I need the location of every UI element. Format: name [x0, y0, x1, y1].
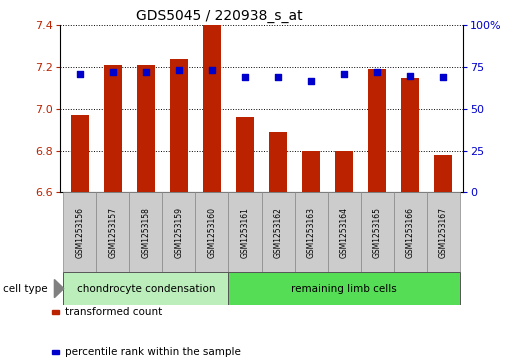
Bar	[368, 69, 386, 192]
Point	[307, 78, 315, 83]
Bar	[360, 192, 393, 272]
Bar	[203, 25, 221, 192]
Text: chondrocyte condensation: chondrocyte condensation	[77, 284, 215, 294]
Bar	[236, 117, 254, 192]
Text: GSM1253158: GSM1253158	[141, 207, 151, 258]
Bar	[63, 272, 229, 305]
Point	[175, 68, 183, 73]
Bar	[294, 192, 327, 272]
Bar	[63, 192, 96, 272]
Bar	[170, 59, 188, 192]
Text: percentile rank within the sample: percentile rank within the sample	[65, 347, 241, 357]
Text: GSM1253163: GSM1253163	[306, 207, 315, 258]
Text: GDS5045 / 220938_s_at: GDS5045 / 220938_s_at	[137, 9, 303, 23]
Text: transformed count: transformed count	[65, 307, 163, 317]
Text: GSM1253160: GSM1253160	[208, 207, 217, 258]
Bar	[229, 272, 460, 305]
Text: cell type: cell type	[3, 284, 47, 294]
Text: GSM1253161: GSM1253161	[241, 207, 249, 258]
Point	[406, 73, 414, 78]
Text: GSM1253167: GSM1253167	[439, 207, 448, 258]
Text: GSM1253166: GSM1253166	[405, 207, 415, 258]
Polygon shape	[54, 280, 64, 298]
Text: GSM1253156: GSM1253156	[75, 207, 84, 258]
Point	[109, 69, 117, 75]
Point	[241, 74, 249, 80]
Bar	[393, 192, 427, 272]
Bar	[427, 192, 460, 272]
Bar	[262, 192, 294, 272]
Bar	[196, 192, 229, 272]
Point	[208, 68, 216, 73]
Text: GSM1253157: GSM1253157	[108, 207, 118, 258]
Text: remaining limb cells: remaining limb cells	[291, 284, 397, 294]
Point	[340, 71, 348, 77]
Point	[274, 74, 282, 80]
Bar	[327, 192, 360, 272]
Text: GSM1253164: GSM1253164	[339, 207, 348, 258]
Bar	[229, 192, 262, 272]
Bar	[96, 192, 130, 272]
Point	[76, 71, 84, 77]
Text: GSM1253159: GSM1253159	[175, 207, 184, 258]
Text: GSM1253165: GSM1253165	[372, 207, 382, 258]
Bar	[401, 78, 419, 192]
Polygon shape	[52, 350, 59, 354]
Bar	[104, 65, 122, 192]
Bar	[130, 192, 163, 272]
Polygon shape	[52, 310, 59, 314]
Point	[142, 69, 150, 75]
Bar	[71, 115, 89, 192]
Bar	[434, 155, 452, 192]
Bar	[163, 192, 196, 272]
Bar	[137, 65, 155, 192]
Point	[373, 69, 381, 75]
Bar	[302, 151, 320, 192]
Bar	[335, 151, 353, 192]
Text: GSM1253162: GSM1253162	[274, 207, 282, 258]
Bar	[269, 132, 287, 192]
Point	[439, 74, 447, 80]
